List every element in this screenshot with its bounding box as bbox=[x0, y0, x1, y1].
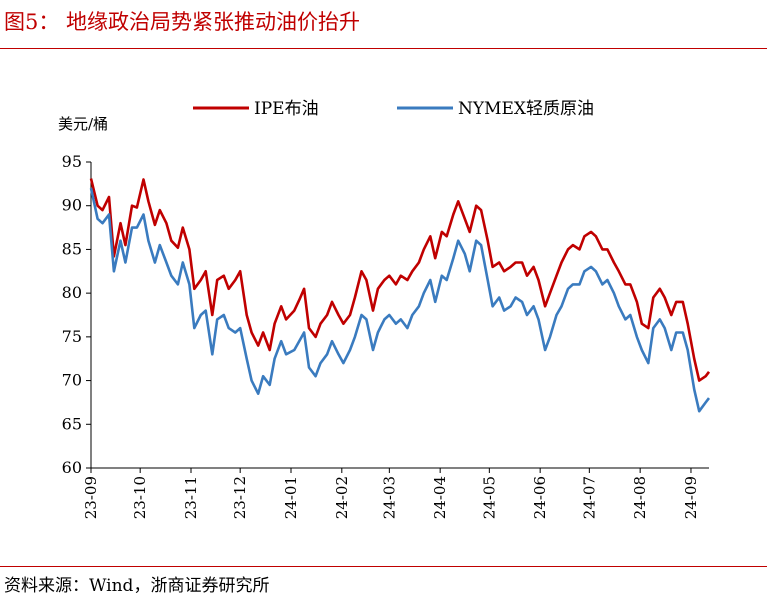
legend-label-2: NYMEX轻质原油 bbox=[458, 99, 594, 119]
source-divider bbox=[0, 566, 767, 567]
x-tick-label: 24-09 bbox=[682, 476, 700, 519]
x-tick-label: 24-05 bbox=[480, 476, 498, 519]
legend-label-1: IPE布油 bbox=[254, 99, 319, 119]
source-note: 资料来源：Wind，浙商证券研究所 bbox=[4, 576, 270, 596]
y-tick-label: 90 bbox=[62, 196, 82, 215]
legend: IPE布油 NYMEX轻质原油 bbox=[193, 99, 594, 119]
x-tick-label: 24-08 bbox=[631, 476, 649, 519]
x-tick-label: 23-10 bbox=[131, 476, 149, 519]
series-line-1 bbox=[89, 178, 711, 382]
x-tick-label: 24-03 bbox=[380, 476, 398, 519]
y-tick-label: 65 bbox=[62, 414, 82, 433]
x-tick-label: 23-12 bbox=[231, 476, 249, 519]
x-tick-label: 24-02 bbox=[333, 476, 351, 519]
y-tick-label: 85 bbox=[62, 239, 82, 258]
title-divider bbox=[0, 48, 767, 49]
series-lines bbox=[89, 178, 711, 413]
figure-title: 图5： 地缘政治局势紧张推动油价抬升 bbox=[4, 10, 361, 34]
x-tick-label: 23-09 bbox=[82, 476, 100, 519]
y-tick-label: 75 bbox=[62, 327, 82, 346]
x-tick-label: 23-11 bbox=[182, 476, 200, 519]
axes: 60 65 70 75 80 85 90 95 23-09 23-10 23-11 23-12 24-0… bbox=[62, 152, 709, 519]
series-line-2 bbox=[89, 187, 711, 413]
y-axis-label: 美元/桶 bbox=[58, 115, 108, 133]
x-tick-label: 24-01 bbox=[282, 476, 300, 519]
x-tick-label: 24-07 bbox=[580, 476, 598, 519]
y-tick-label: 95 bbox=[62, 152, 82, 171]
y-tick-label: 60 bbox=[62, 458, 82, 477]
y-tick-label: 70 bbox=[62, 371, 82, 390]
x-tick-label: 24-06 bbox=[531, 476, 549, 519]
x-tick-label: 24-04 bbox=[431, 476, 449, 519]
oil-price-chart: 美元/桶 IPE布油 NYMEX轻质原油 60 65 70 75 80 85 90 95 23-0… bbox=[58, 99, 711, 519]
y-tick-label: 80 bbox=[62, 283, 82, 302]
